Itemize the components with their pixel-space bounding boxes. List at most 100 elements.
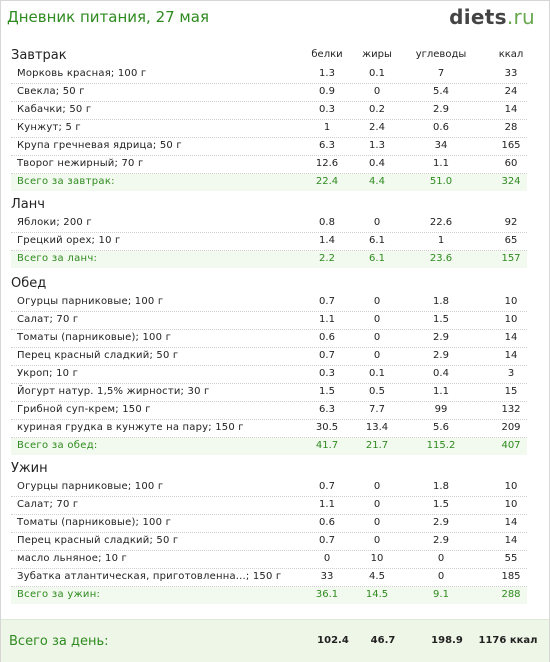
food-protein: 12.6 <box>315 158 339 169</box>
food-row[interactable]: Салат; 70 г 1.1 0 1.5 10 <box>11 312 527 330</box>
food-kcal: 14 <box>504 350 518 361</box>
food-row[interactable]: Яблоки; 200 г 0.8 0 22.6 92 <box>11 215 527 233</box>
food-row[interactable]: Йогурт натур. 1,5% жирности; 30 г 1.5 0.5 1… <box>11 384 527 402</box>
food-name: Перец красный сладкий; 50 г <box>17 535 179 546</box>
food-row[interactable]: Кабачки; 50 г 0.3 0.2 2.9 14 <box>11 102 527 120</box>
food-kcal: 14 <box>504 332 518 343</box>
food-fat: 0.1 <box>369 68 385 79</box>
food-protein: 1.5 <box>319 386 335 397</box>
food-row[interactable]: масло льняное; 10 г 0 10 0 55 <box>11 551 527 569</box>
food-name: Зубатка атлантическая, приготовленна...;… <box>17 571 282 582</box>
food-carbs: 1.1 <box>433 386 449 397</box>
food-row[interactable]: Зубатка атлантическая, приготовленна...;… <box>11 569 527 587</box>
logo-suffix: .ru <box>506 5 535 29</box>
food-row[interactable]: Грибной суп-крем; 150 г 6.3 7.7 99 132 <box>11 402 527 420</box>
food-kcal: 14 <box>504 517 518 528</box>
food-kcal: 132 <box>501 404 521 415</box>
meal-total-carbs: 115.2 <box>426 440 456 451</box>
food-fat: 0.1 <box>369 368 385 379</box>
food-row[interactable]: Кунжут; 5 г 1 2.4 0.6 28 <box>11 120 527 138</box>
meal-total-fat: 21.7 <box>365 440 389 451</box>
food-row[interactable]: Салат; 70 г 1.1 0 1.5 10 <box>11 497 527 515</box>
meal-total-label: Всего за ланч: <box>17 253 98 264</box>
food-row[interactable]: Крупа гречневая ядрица; 50 г 6.3 1.3 34 165 <box>11 138 527 156</box>
food-protein: 6.3 <box>319 404 335 415</box>
food-carbs: 0.6 <box>433 122 449 133</box>
food-carbs: 0 <box>437 571 445 582</box>
food-kcal: 165 <box>501 140 521 151</box>
food-name: Яблоки; 200 г <box>17 217 92 228</box>
food-fat: 0 <box>373 535 381 546</box>
food-protein: 1 <box>323 122 331 133</box>
food-fat: 0 <box>373 86 381 97</box>
meal-total-row: Всего за ланч: 2.2 6.1 23.6 157 <box>11 251 527 268</box>
food-name: Свекла; 50 г <box>17 86 85 97</box>
meal-total-label: Всего за обед: <box>17 440 98 451</box>
food-row[interactable]: Перец красный сладкий; 50 г 0.7 0 2.9 14 <box>11 348 527 366</box>
meal-total-kcal: 157 <box>501 253 521 264</box>
food-name: Творог нежирный; 70 г <box>17 158 144 169</box>
food-row[interactable]: Томаты (парниковые); 100 г 0.6 0 2.9 14 <box>11 515 527 533</box>
meal-total-fat: 4.4 <box>369 176 385 187</box>
food-fat: 0 <box>373 481 381 492</box>
day-total-protein: 102.4 <box>317 635 349 646</box>
food-carbs: 5.4 <box>433 86 449 97</box>
food-row[interactable]: Морковь красная; 100 г 1.3 0.1 7 33 <box>11 66 527 84</box>
food-protein: 1.3 <box>319 68 335 79</box>
food-kcal: 65 <box>504 235 518 246</box>
food-row[interactable]: куриная грудка в кунжуте на пару; 150 г 3… <box>11 420 527 438</box>
page-title: Дневник питания, 27 мая <box>7 8 209 26</box>
food-carbs: 22.6 <box>429 217 453 228</box>
food-row[interactable]: Перец красный сладкий; 50 г 0.7 0 2.9 14 <box>11 533 527 551</box>
food-name: Перец красный сладкий; 50 г <box>17 350 179 361</box>
food-name: Крупа гречневая ядрица; 50 г <box>17 140 182 151</box>
meal-total-carbs: 23.6 <box>429 253 453 264</box>
food-carbs: 1.1 <box>433 158 449 169</box>
food-fat: 0 <box>373 332 381 343</box>
column-header-fat: жиры <box>362 49 392 60</box>
food-carbs: 2.9 <box>433 350 449 361</box>
meal-total-carbs: 51.0 <box>429 176 453 187</box>
food-protein: 6.3 <box>319 140 335 151</box>
food-name: Томаты (парниковые); 100 г <box>17 332 172 343</box>
food-fat: 0 <box>373 517 381 528</box>
food-kcal: 33 <box>504 68 518 79</box>
food-fat: 0 <box>373 314 381 325</box>
meal-total-kcal: 324 <box>501 176 521 187</box>
food-row[interactable]: Огурцы парниковые; 100 г 0.7 0 1.8 10 <box>11 479 527 497</box>
meal-total-kcal: 407 <box>501 440 521 451</box>
food-protein: 0.7 <box>319 535 335 546</box>
logo-main: diets <box>449 5 507 29</box>
food-fat: 7.7 <box>369 404 385 415</box>
food-protein: 30.5 <box>315 422 339 433</box>
food-fat: 13.4 <box>365 422 389 433</box>
meal-total-protein: 22.4 <box>315 176 339 187</box>
food-carbs: 2.9 <box>433 104 449 115</box>
food-name: Салат; 70 г <box>17 314 79 325</box>
day-total-fat: 46.7 <box>370 635 396 646</box>
food-protein: 1.1 <box>319 314 335 325</box>
food-protein: 0.6 <box>319 517 335 528</box>
site-logo[interactable]: diets.ru <box>449 5 535 29</box>
meal-total-label: Всего за ужин: <box>17 589 101 600</box>
food-kcal: 10 <box>504 499 518 510</box>
meal-total-row: Всего за ужин: 36.1 14.5 9.1 288 <box>11 587 527 604</box>
food-fat: 0 <box>373 499 381 510</box>
meal-total-carbs: 9.1 <box>433 589 449 600</box>
food-carbs: 0.4 <box>433 368 449 379</box>
food-fat: 0.2 <box>369 104 385 115</box>
food-row[interactable]: Укроп; 10 г 0.3 0.1 0.4 3 <box>11 366 527 384</box>
food-row[interactable]: Огурцы парниковые; 100 г 0.7 0 1.8 10 <box>11 294 527 312</box>
food-row[interactable]: Свекла; 50 г 0.9 0 5.4 24 <box>11 84 527 102</box>
food-row[interactable]: Грецкий орех; 10 г 1.4 6.1 1 65 <box>11 233 527 251</box>
day-total-kcal: 1176 ккал <box>478 635 538 646</box>
meal-total-label: Всего за завтрак: <box>17 176 115 187</box>
food-row[interactable]: Томаты (парниковые); 100 г 0.6 0 2.9 14 <box>11 330 527 348</box>
food-row[interactable]: Творог нежирный; 70 г 12.6 0.4 1.1 60 <box>11 156 527 174</box>
header: Дневник питания, 27 мая diets.ru <box>1 1 549 39</box>
food-fat: 0.5 <box>369 386 385 397</box>
food-kcal: 10 <box>504 296 518 307</box>
food-kcal: 10 <box>504 481 518 492</box>
food-protein: 0.7 <box>319 350 335 361</box>
food-fat: 0 <box>373 350 381 361</box>
